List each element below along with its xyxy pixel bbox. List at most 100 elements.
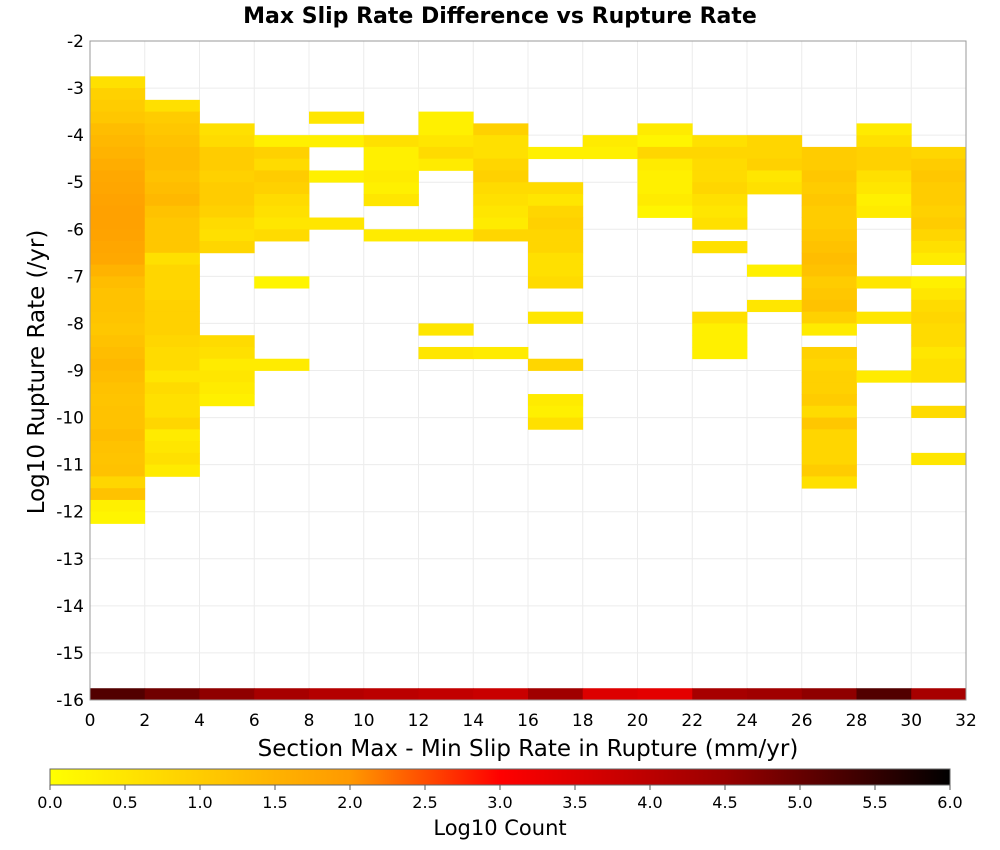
heatmap-cell [144,135,200,148]
heatmap-cell [254,158,310,171]
heatmap-cell [90,346,146,360]
heatmap-cell [582,688,638,700]
heatmap-cell [363,135,419,148]
heatmap-cell [692,170,748,183]
heatmap-cell [254,135,310,148]
heatmap-cell [911,688,967,700]
x-tick-label: 12 [408,711,430,731]
heatmap-cell [582,135,638,148]
heatmap-cell [90,276,146,289]
heatmap-cell [911,311,967,324]
y-tick-label: -2 [67,32,84,52]
heatmap-cell [418,111,474,124]
colorbar-label: Log10 Count [433,816,566,840]
heatmap-cell [473,170,529,183]
heatmap-cell [801,358,857,371]
heatmap-cell [856,135,912,148]
heatmap-cell [254,193,310,207]
heatmap-cell [911,193,967,207]
heatmap-cell [801,323,857,336]
heatmap-cell [90,217,146,230]
y-tick-label: -7 [67,267,84,287]
y-tick-label: -9 [67,362,84,382]
heatmap-cell [801,476,857,489]
heatmap-cell [473,205,529,218]
heatmap-cell [90,382,146,395]
heatmap-cell [90,323,146,336]
heatmap-cell [911,229,967,242]
heatmap-cell [90,476,146,489]
y-tick-label: -10 [56,409,84,429]
heatmap-cell [911,241,967,254]
heatmap-cell [199,346,255,360]
heatmap-cell [801,146,857,160]
heatmap-cell [90,182,146,195]
heatmap-cell [801,252,857,265]
heatmap-cell [801,170,857,183]
heatmap-cell [801,205,857,218]
colorbar-tick-label: 3.0 [487,793,512,812]
heatmap-cell [363,229,419,242]
heatmap-cell [473,688,529,700]
heatmap-cell [911,182,967,195]
heatmap-cell [692,135,748,148]
heatmap-cell [144,205,200,218]
heatmap-cell [911,158,967,171]
heatmap-cell [199,394,255,407]
y-tick-label: -13 [56,550,84,570]
heatmap-cell [473,217,529,230]
heatmap-cell [144,311,200,324]
heatmap-cell [528,358,584,371]
heatmap-cell [528,417,584,430]
heatmap-cell [747,264,803,277]
heatmap-cell [473,193,529,207]
y-tick-label: -3 [67,79,84,99]
heatmap-cell [254,276,310,289]
heatmap-cell [309,170,365,183]
heatmap-cell [90,193,146,207]
heatmap-cell [692,323,748,336]
heatmap-cell [911,288,967,301]
heatmap-cell [528,311,584,324]
heatmap-cell [692,311,748,324]
heatmap-cell [144,299,200,313]
heatmap-cell [254,688,310,700]
heatmap-cell [144,370,200,383]
heatmap-cell [90,335,146,348]
colorbar-tick-label: 0.5 [112,793,137,812]
heatmap-cell [801,264,857,277]
x-tick-label: 24 [736,711,758,731]
heatmap-cell [90,88,146,101]
heatmap-cell [90,252,146,265]
heatmap-cell [856,193,912,207]
heatmap-cell [363,193,419,207]
y-axis-label: Log10 Rupture Rate (/yr) [24,230,50,515]
heatmap-cell [199,123,255,136]
heatmap-cell [418,229,474,242]
heatmap-cell [692,241,748,254]
heatmap-cell [801,299,857,313]
x-tick-label: 30 [900,711,922,731]
heatmap-cell [90,441,146,454]
heatmap-cell [199,229,255,242]
heatmap-cell [528,217,584,230]
heatmap-cell [90,99,146,113]
heatmap-cell [528,193,584,207]
heatmap-cell [801,452,857,466]
heatmap-cell [911,205,967,218]
heatmap-cell [144,429,200,442]
colorbar-tick-label: 2.5 [412,793,437,812]
heatmap-cell [528,229,584,242]
heatmap-cell [90,146,146,160]
heatmap-cell [199,193,255,207]
heatmap-cell [309,111,365,124]
heatmap-cell [199,146,255,160]
heatmap-cell [418,688,474,700]
heatmap-cell [90,264,146,277]
colorbar-tick-label: 1.0 [187,793,212,812]
heatmap-cell [199,335,255,348]
heatmap-cell [747,146,803,160]
heatmap-cell [801,288,857,301]
heatmap-cell [90,511,146,524]
heatmap-cell [801,688,857,700]
